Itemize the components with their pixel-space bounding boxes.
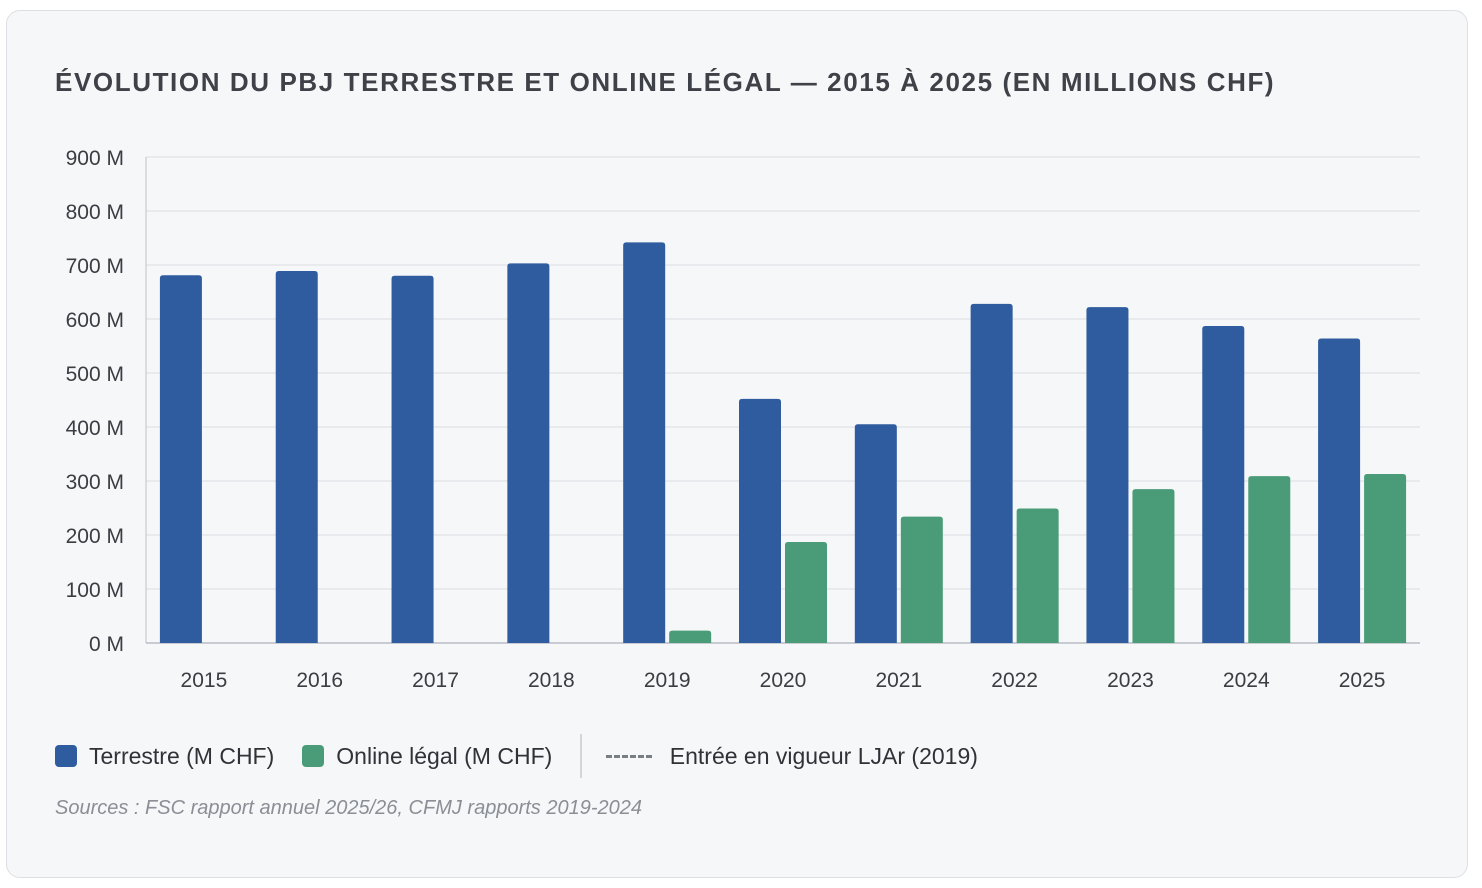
x-tick-label: 2021: [875, 669, 922, 692]
x-tick-label: 2025: [1339, 669, 1386, 692]
legend-item-online[interactable]: Online légal (M CHF): [302, 743, 552, 770]
x-tick-label: 2016: [296, 669, 343, 692]
bar-online: [1364, 474, 1406, 643]
bar-terrestre: [160, 275, 202, 643]
bar-online: [1017, 509, 1059, 643]
bar-terrestre: [739, 399, 781, 643]
legend-label-terrestre: Terrestre (M CHF): [89, 743, 274, 770]
bar-terrestre: [1318, 338, 1360, 643]
x-tick-label: 2019: [644, 669, 691, 692]
bar-terrestre: [392, 276, 434, 643]
x-tick-label: 2017: [412, 669, 459, 692]
x-tick-label: 2022: [991, 669, 1038, 692]
legend-item-terrestre[interactable]: Terrestre (M CHF): [55, 743, 274, 770]
legend-separator: [580, 734, 582, 778]
y-tick-label: 800 M: [66, 201, 124, 224]
bar-online: [1132, 489, 1174, 643]
legend-item-ljar[interactable]: Entrée en vigueur LJAr (2019): [606, 743, 978, 770]
legend-swatch-online: [302, 745, 324, 767]
y-tick-label: 100 M: [66, 579, 124, 602]
y-tick-label: 300 M: [66, 471, 124, 494]
bar-terrestre: [507, 263, 549, 643]
y-tick-label: 500 M: [66, 363, 124, 386]
x-tick-label: 2023: [1107, 669, 1154, 692]
x-tick-label: 2015: [181, 669, 228, 692]
chart-card: ÉVOLUTION DU PBJ TERRESTRE ET ONLINE LÉG…: [6, 10, 1468, 878]
bars: [160, 242, 1406, 643]
bar-terrestre: [971, 304, 1013, 643]
bar-terrestre: [855, 424, 897, 643]
legend: Terrestre (M CHF) Online légal (M CHF) E…: [55, 733, 978, 779]
bar-terrestre: [276, 271, 318, 643]
x-tick-label: 2018: [528, 669, 575, 692]
dashed-line-icon: [606, 755, 652, 758]
y-tick-label: 600 M: [66, 309, 124, 332]
bar-terrestre: [623, 242, 665, 643]
legend-swatch-terrestre: [55, 745, 77, 767]
legend-label-online: Online légal (M CHF): [336, 743, 552, 770]
bar-terrestre: [1086, 307, 1128, 643]
bar-chart: 0 M 100 M 200 M 300 M 400 M 500 M 600 M 700 M 80…: [7, 11, 1469, 711]
bar-online: [901, 517, 943, 643]
bar-online: [1248, 476, 1290, 643]
legend-label-ljar: Entrée en vigueur LJAr (2019): [670, 743, 978, 770]
bar-terrestre: [1202, 326, 1244, 643]
bar-online: [669, 631, 711, 643]
y-tick-label: 400 M: [66, 417, 124, 440]
x-tick-label: 2024: [1223, 669, 1270, 692]
y-tick-label: 0 M: [89, 633, 124, 656]
x-tick-label: 2020: [760, 669, 807, 692]
y-tick-label: 200 M: [66, 525, 124, 548]
tick-labels: 0 M 100 M 200 M 300 M 400 M 500 M 600 M 700 M 80…: [66, 147, 1386, 692]
y-tick-label: 900 M: [66, 147, 124, 170]
bar-online: [785, 542, 827, 643]
source-note: Sources : FSC rapport annuel 2025/26, CF…: [55, 797, 642, 820]
y-tick-label: 700 M: [66, 255, 124, 278]
